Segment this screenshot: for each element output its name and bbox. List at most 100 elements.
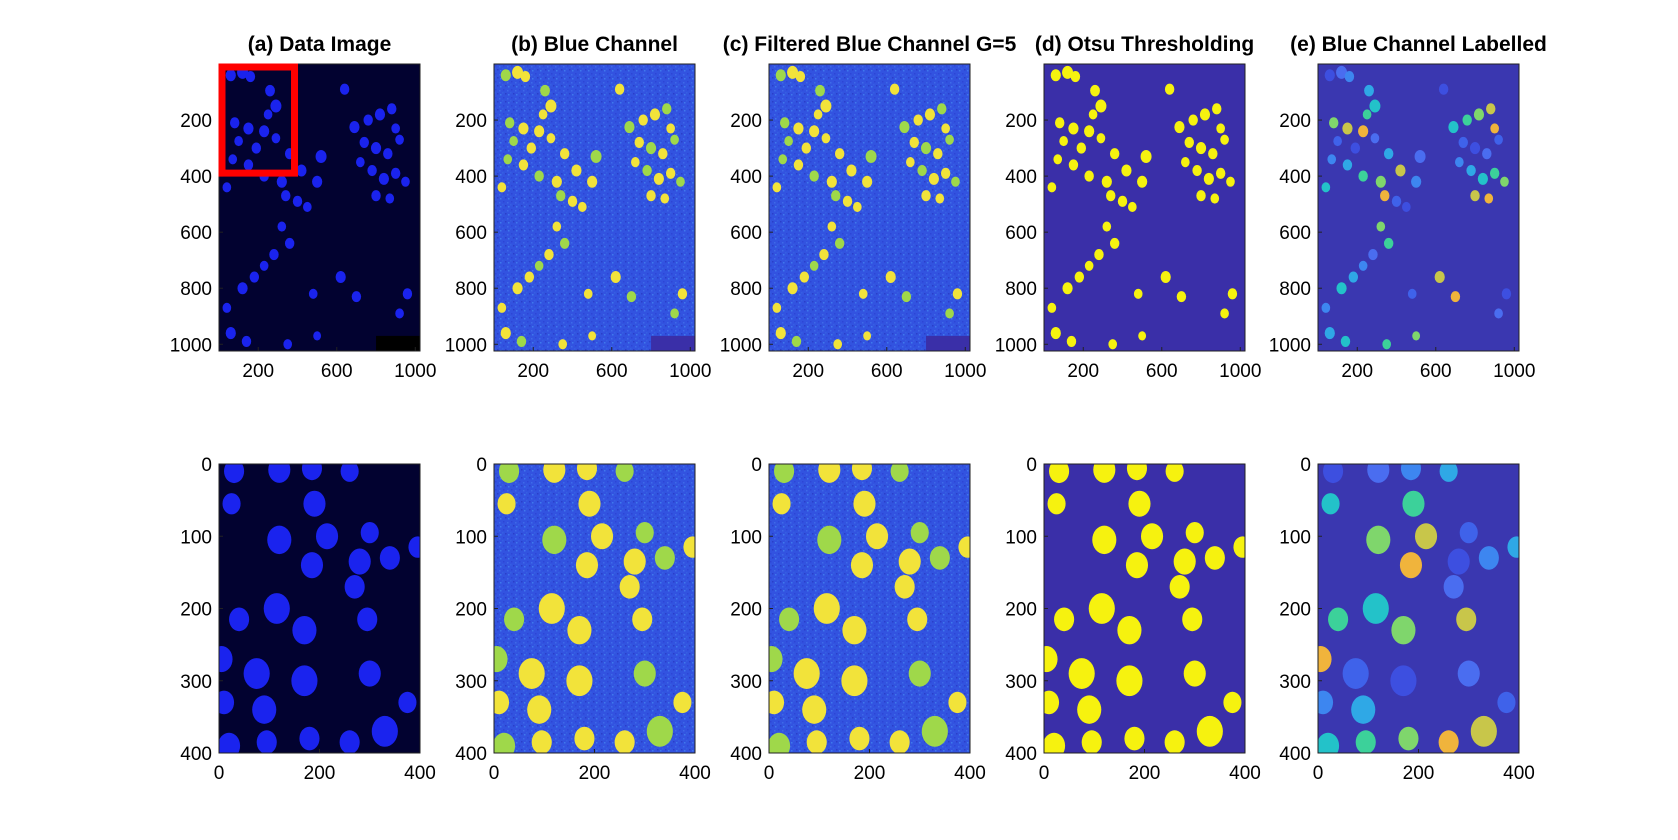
nucleus-cell xyxy=(1192,164,1202,177)
nucleus-cell xyxy=(1049,464,1070,484)
nucleus-cell xyxy=(1208,148,1218,160)
y-tick-label: 300 xyxy=(455,672,487,693)
nucleus-cell xyxy=(791,335,802,348)
nucleus-cell xyxy=(793,159,804,171)
nucleus-cell xyxy=(676,176,685,187)
nucleus-cell xyxy=(1351,695,1376,724)
nucleus-cell xyxy=(379,546,400,570)
nucleus-cell xyxy=(243,122,254,135)
nucleus-cell xyxy=(542,525,567,555)
nucleus-cell xyxy=(509,135,518,147)
nucleus-cell xyxy=(1344,71,1355,83)
axes-frame xyxy=(768,63,971,352)
nucleus-cell xyxy=(219,646,233,673)
nucleus-cell xyxy=(1068,122,1079,135)
nucleus-cell xyxy=(587,175,598,188)
nucleus-cell xyxy=(1199,108,1211,121)
nucleus-cell xyxy=(1092,525,1117,555)
nucleus-cell xyxy=(1044,690,1060,715)
y-tick-label: 0 xyxy=(1300,455,1311,476)
nucleus-cell xyxy=(1411,175,1422,188)
nucleus-cell xyxy=(538,593,565,624)
nucleus-cell xyxy=(1497,691,1516,714)
nucleus-cell xyxy=(245,71,256,83)
x-tick-label: 1000 xyxy=(669,361,711,382)
nucleus-cell xyxy=(259,125,270,138)
nucleus-cell xyxy=(534,260,544,271)
y-tick-label: 400 xyxy=(455,167,487,188)
nucleus-cell xyxy=(769,732,791,753)
nucleus-cell xyxy=(1109,148,1120,160)
nucleus-cell xyxy=(390,167,401,179)
x-tick-label: 0 xyxy=(489,763,500,784)
nucleus-cell xyxy=(1368,249,1378,261)
nucleus-cell xyxy=(270,99,282,113)
nucleus-cell xyxy=(558,339,568,350)
nucleus-cell xyxy=(494,690,510,715)
y-tick-label: 200 xyxy=(1279,600,1311,621)
y-tick-label: 100 xyxy=(730,527,762,548)
nucleus-cell xyxy=(518,658,545,689)
nucleus-cell xyxy=(1318,690,1334,715)
nucleus-cell xyxy=(683,536,695,558)
nucleus-cell xyxy=(779,607,800,632)
nucleus-cell xyxy=(793,122,804,135)
nucleus-cell xyxy=(1183,660,1206,687)
nucleus-cell xyxy=(268,464,291,483)
nucleus-cell xyxy=(1473,108,1485,121)
nucleus-cell xyxy=(772,182,782,193)
nucleus-cell xyxy=(1062,282,1073,295)
y-tick-label: 0 xyxy=(1026,455,1037,476)
x-tick-label: 600 xyxy=(321,361,353,382)
y-tick-label: 100 xyxy=(1005,527,1037,548)
nucleus-cell xyxy=(1062,65,1074,79)
nucleus-cell xyxy=(299,726,320,751)
nucleus-cell xyxy=(269,249,279,261)
nucleus-cell xyxy=(526,142,537,154)
nucleus-cell xyxy=(851,464,873,481)
nucleus-cell xyxy=(363,114,373,126)
nucleus-cell xyxy=(395,308,404,319)
nucleus-cell xyxy=(243,159,254,171)
nucleus-cell xyxy=(660,193,670,204)
y-tick-label: 600 xyxy=(1005,223,1037,244)
nucleus-cell xyxy=(1340,335,1351,348)
nucleus-cell xyxy=(1047,493,1066,515)
y-tick-label: 600 xyxy=(180,223,212,244)
nucleus-cell xyxy=(571,164,582,177)
nucleus-cell xyxy=(1462,114,1472,126)
nucleus-cell xyxy=(624,121,635,134)
nucleus-cell xyxy=(917,164,927,177)
nucleus-cell xyxy=(909,136,919,149)
nucleus-cell xyxy=(378,172,389,185)
nucleus-cell xyxy=(222,493,241,515)
y-tick-label: 800 xyxy=(180,279,212,300)
y-tick-label: 400 xyxy=(1005,167,1037,188)
nucleus-cell xyxy=(633,660,656,687)
nucleus-cell xyxy=(801,142,812,154)
nucleus-cell xyxy=(775,69,786,82)
nucleus-cell xyxy=(575,552,599,579)
nucleus-cell xyxy=(769,646,783,673)
nucleus-cell xyxy=(646,715,673,747)
y-tick-label: 400 xyxy=(1279,744,1311,765)
nucleus-cell xyxy=(1050,327,1061,340)
nucleus-cell xyxy=(662,103,672,115)
y-tick-label: 400 xyxy=(1005,744,1037,765)
nucleus-cell xyxy=(654,546,675,570)
nucleus-cell xyxy=(590,523,614,550)
nucleus-cell xyxy=(928,172,939,185)
nucleus-cell xyxy=(1350,142,1361,154)
nucleus-cell xyxy=(853,490,876,517)
nucleus-cell xyxy=(666,123,675,134)
nucleus-cell xyxy=(841,665,868,697)
nucleus-cell xyxy=(1469,142,1481,155)
nucleus-cell xyxy=(398,691,417,714)
nucleus-cell xyxy=(623,548,646,575)
nucleus-cell xyxy=(497,493,516,515)
nucleus-cell xyxy=(1501,288,1512,300)
x-tick-label: 400 xyxy=(1229,763,1261,784)
x-tick-label: 600 xyxy=(596,361,628,382)
nucleus-cell xyxy=(862,175,873,188)
nucleus-cell xyxy=(500,327,511,340)
